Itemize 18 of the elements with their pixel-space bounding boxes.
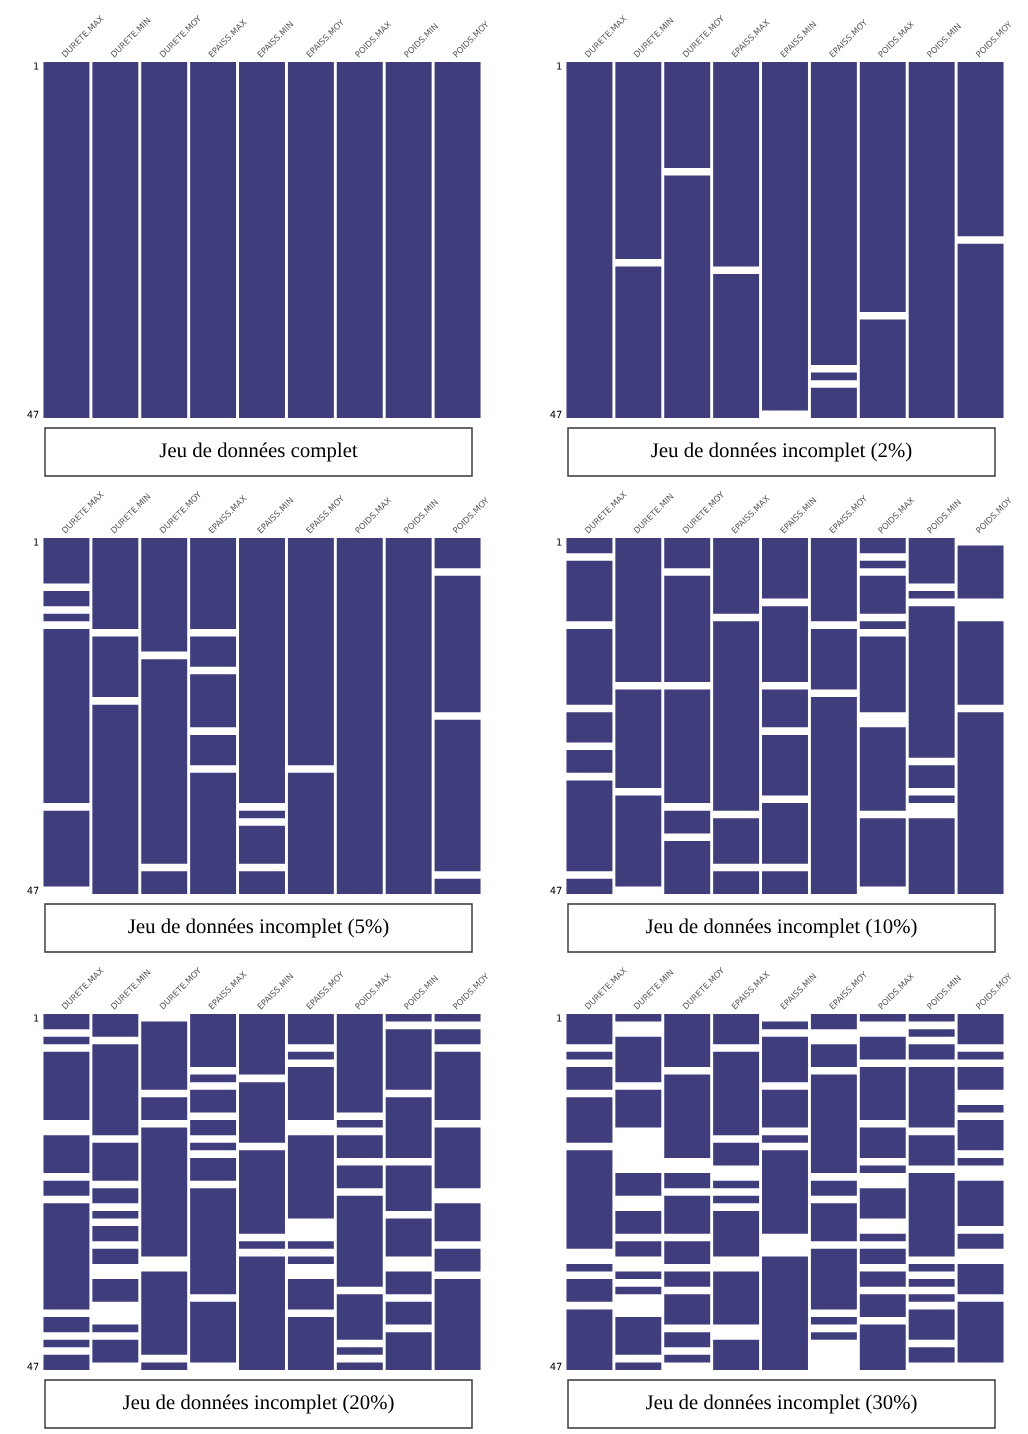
y-tick-label: 47	[27, 410, 39, 418]
y-tick-label: 1	[557, 62, 562, 70]
y-tick-label: 1	[557, 538, 562, 546]
text: Jeu de données incomplet (5%)	[128, 918, 389, 938]
text: Jeu de données complet	[159, 442, 358, 462]
text: Jeu de données incomplet (10%)	[645, 918, 917, 938]
y-tick-label: 1	[34, 62, 39, 70]
text: Jeu de données incomplet (20%)	[122, 1394, 394, 1414]
y-tick-label: 1	[34, 538, 39, 546]
y-tick-label: 47	[550, 886, 562, 894]
text: Jeu de données incomplet (2%)	[651, 442, 912, 462]
y-tick-label: 47	[550, 410, 562, 418]
y-tick-label: 47	[550, 1362, 562, 1370]
text: Jeu de données incomplet (30%)	[645, 1394, 917, 1414]
y-tick-label: 47	[27, 1362, 39, 1370]
y-tick-label: 1	[34, 1014, 39, 1022]
y-tick-label: 1	[557, 1014, 562, 1022]
y-tick-label: 47	[27, 886, 39, 894]
